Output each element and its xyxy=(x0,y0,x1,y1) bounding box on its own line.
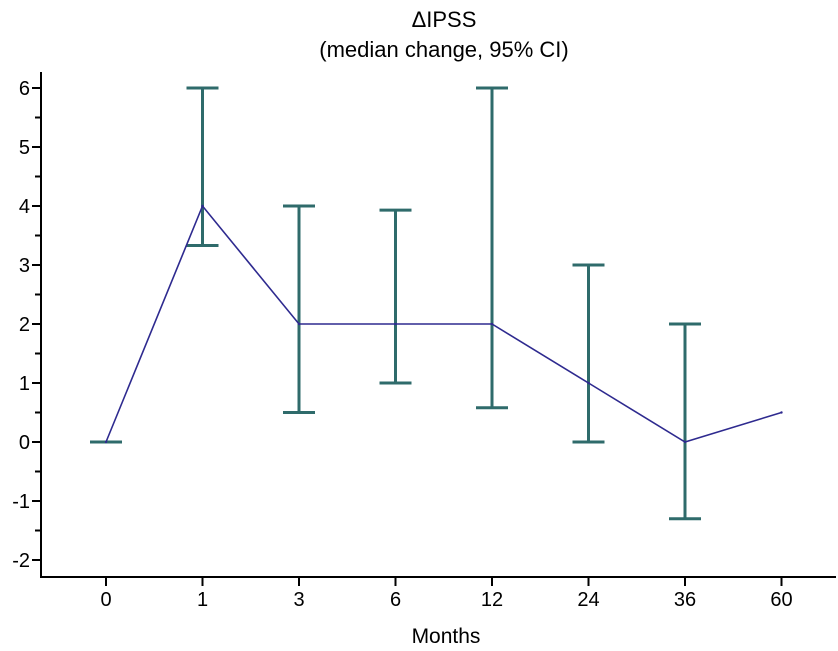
x-tick-label: 6 xyxy=(390,589,401,611)
data-point xyxy=(394,322,397,326)
y-tick-label: -2 xyxy=(12,550,30,572)
data-point xyxy=(683,440,687,444)
chart-title: ΔIPSS xyxy=(412,7,477,32)
x-tick-label: 60 xyxy=(770,589,792,611)
x-axis-label: Months xyxy=(412,625,481,648)
y-axis: -2 -1 0 1 2 3 4 5 6 xyxy=(12,78,41,572)
error-bar xyxy=(572,263,605,444)
median-line xyxy=(105,204,782,443)
y-tick-label: 4 xyxy=(19,196,30,218)
error-bar xyxy=(186,86,219,248)
data-point xyxy=(587,381,590,385)
y-tick-label: 6 xyxy=(19,78,30,100)
x-tick-label: 24 xyxy=(577,589,599,611)
y-tick-label: 1 xyxy=(19,373,30,395)
x-tick-label: 1 xyxy=(197,589,208,611)
chart-subtitle: (median change, 95% CI) xyxy=(319,37,568,62)
x-tick-label: 0 xyxy=(100,589,111,611)
data-point xyxy=(780,411,783,414)
y-tick-label: 0 xyxy=(19,432,30,454)
y-tick-label: 3 xyxy=(19,255,30,277)
y-tick-label: 5 xyxy=(19,137,30,159)
error-bar xyxy=(476,86,508,410)
data-point xyxy=(490,322,494,326)
data-point xyxy=(104,440,108,444)
data-point xyxy=(297,322,301,326)
y-tick-label: -1 xyxy=(12,491,30,513)
data-point xyxy=(201,204,204,208)
x-tick-label: 12 xyxy=(481,589,503,611)
plot-area xyxy=(90,86,783,521)
y-tick-label: 2 xyxy=(19,314,30,336)
x-axis: 0 1 3 6 12 24 36 60 xyxy=(100,577,793,611)
error-bar xyxy=(379,208,412,385)
error-bar xyxy=(283,204,315,414)
x-tick-label: 3 xyxy=(293,589,304,611)
x-tick-label: 36 xyxy=(674,589,696,611)
error-bar xyxy=(669,322,701,521)
